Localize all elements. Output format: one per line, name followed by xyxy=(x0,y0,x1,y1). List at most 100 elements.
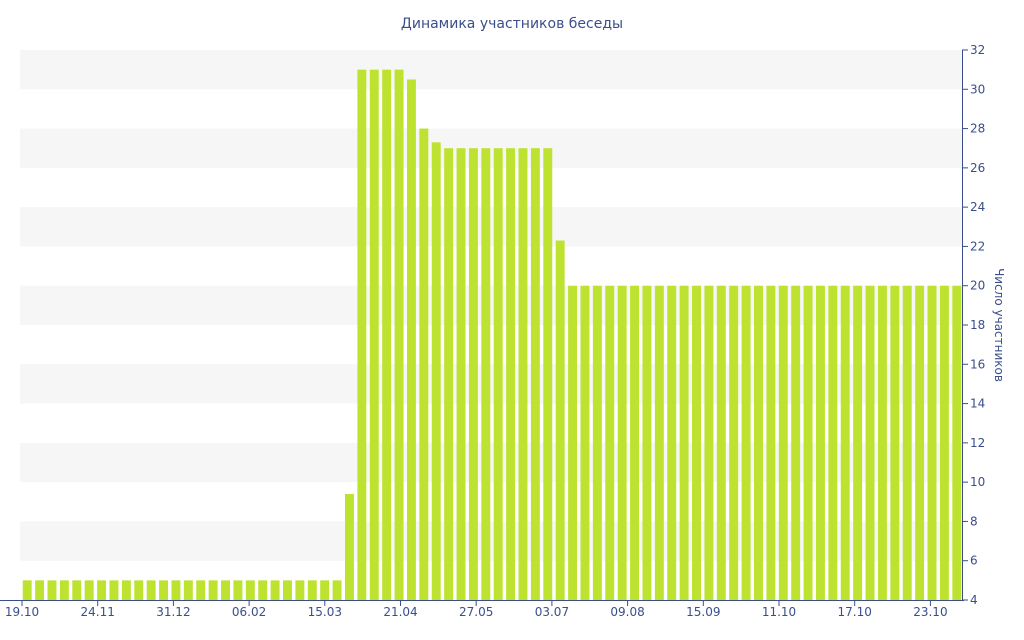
bar xyxy=(729,285,739,600)
bar xyxy=(853,285,863,600)
bar xyxy=(927,285,937,600)
y-tick-label: 30 xyxy=(970,82,985,96)
x-tick-label: 15.03 xyxy=(308,605,342,619)
bar xyxy=(406,79,416,600)
bar xyxy=(332,580,342,600)
bar xyxy=(221,580,230,600)
bar xyxy=(890,285,900,600)
bar xyxy=(357,69,367,600)
chart-title: Динамика участников беседы xyxy=(401,16,623,32)
bar xyxy=(506,148,516,600)
bar xyxy=(952,285,962,600)
y-tick-label: 8 xyxy=(970,514,978,528)
bar xyxy=(270,580,280,600)
x-tick-label: 31.12 xyxy=(156,605,190,619)
bar xyxy=(481,148,491,600)
x-tick-label: 11.10 xyxy=(762,605,796,619)
bar xyxy=(183,580,193,600)
y-tick-label: 12 xyxy=(970,436,985,450)
bar xyxy=(159,580,169,600)
bar xyxy=(258,580,268,600)
bar xyxy=(196,580,206,600)
x-tick-label: 06.02 xyxy=(232,605,266,619)
bar xyxy=(320,580,330,600)
bar xyxy=(791,285,801,600)
bar xyxy=(84,580,94,600)
bar xyxy=(233,580,243,600)
bar xyxy=(543,148,553,600)
bar xyxy=(803,285,813,600)
bar xyxy=(245,580,255,600)
bar xyxy=(741,285,751,600)
axes: 4 6 8 10 12 14 16 18 20 22 24 26 28 30 32 19.10 24.11 31.… xyxy=(0,43,985,619)
bar xyxy=(146,580,156,600)
bar xyxy=(22,580,32,600)
bar xyxy=(766,285,776,600)
grid-band xyxy=(20,50,962,90)
y-tick-label: 22 xyxy=(970,239,985,253)
bar xyxy=(555,240,565,601)
x-tick-label: 27.05 xyxy=(459,605,493,619)
bar xyxy=(382,69,392,600)
x-tick-label: 24.11 xyxy=(81,605,115,619)
bar xyxy=(840,285,850,600)
bar xyxy=(877,285,887,600)
bar xyxy=(72,580,82,600)
bar-series xyxy=(22,69,962,601)
bar xyxy=(679,285,689,600)
x-tick-label: 03.07 xyxy=(535,605,569,619)
y-tick-label: 32 xyxy=(970,43,985,57)
bar xyxy=(630,285,640,600)
y-tick-label: 28 xyxy=(970,122,985,136)
y-tick-label: 20 xyxy=(970,279,985,293)
y-tick-label: 18 xyxy=(970,318,985,332)
bar xyxy=(592,285,602,600)
bar xyxy=(35,580,45,600)
x-tick-label: 21.04 xyxy=(383,605,417,619)
bar xyxy=(97,580,107,600)
y-tick-label: 14 xyxy=(970,397,985,411)
x-tick-label: 15.09 xyxy=(686,605,720,619)
bar xyxy=(394,69,404,600)
bar xyxy=(654,285,664,600)
y-tick-label: 26 xyxy=(970,161,985,175)
bar xyxy=(283,580,292,600)
grid-band xyxy=(20,207,962,247)
bar xyxy=(754,285,763,600)
x-tick-label: 19.10 xyxy=(5,605,39,619)
bar xyxy=(778,285,788,600)
bar xyxy=(828,285,838,600)
bar xyxy=(568,285,578,600)
bar xyxy=(915,285,925,600)
y-tick-label: 6 xyxy=(970,554,978,568)
y-tick-label: 16 xyxy=(970,357,985,371)
bar xyxy=(295,580,305,600)
bar xyxy=(468,148,478,600)
bar xyxy=(121,580,131,600)
bar xyxy=(456,148,466,600)
bar xyxy=(902,285,912,600)
bar xyxy=(642,285,652,600)
x-tick-label: 17.10 xyxy=(838,605,872,619)
bar xyxy=(134,580,144,600)
y-tick-label: 24 xyxy=(970,200,985,214)
x-tick-label: 09.08 xyxy=(610,605,644,619)
bar xyxy=(617,285,627,600)
y-tick-label: 10 xyxy=(970,475,985,489)
bar xyxy=(307,580,317,600)
bar xyxy=(704,285,714,600)
bar xyxy=(580,285,590,600)
bar xyxy=(493,148,503,600)
bar xyxy=(47,580,57,600)
bar xyxy=(369,69,379,600)
bar xyxy=(716,285,726,600)
bar xyxy=(518,148,528,600)
bar xyxy=(171,580,181,600)
x-tick-label: 23.10 xyxy=(913,605,947,619)
y-tick-label: 4 xyxy=(970,593,978,607)
bar xyxy=(815,285,825,600)
bar xyxy=(109,580,119,600)
bar xyxy=(344,493,354,600)
bar xyxy=(59,580,69,600)
